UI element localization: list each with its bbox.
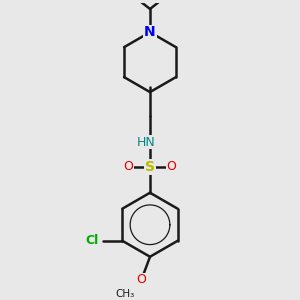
Text: O: O xyxy=(136,274,146,286)
Text: S: S xyxy=(145,160,155,174)
Text: O: O xyxy=(167,160,177,173)
Text: HN: HN xyxy=(136,136,155,149)
Text: Cl: Cl xyxy=(86,234,99,247)
Text: N: N xyxy=(144,25,156,39)
Text: O: O xyxy=(123,160,133,173)
Text: CH₃: CH₃ xyxy=(116,290,135,299)
